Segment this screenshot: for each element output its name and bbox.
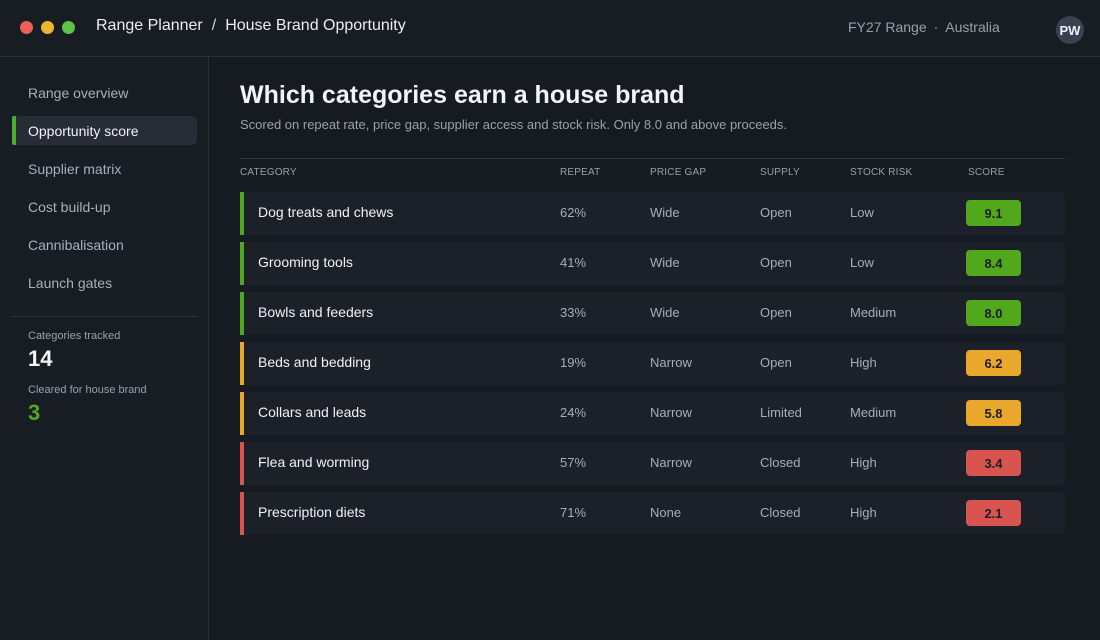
- score-badge: 8.4: [966, 250, 1021, 276]
- price-gap-cell: Wide: [650, 305, 680, 320]
- sidebar-item-range-overview[interactable]: Range overview: [28, 84, 129, 101]
- avatar[interactable]: PW: [1056, 16, 1084, 44]
- table-divider: [240, 158, 1065, 159]
- category-table: Dog treats and chews 62% Wide Open Low 9.1 Gro…: [240, 192, 1065, 542]
- page-title: Which categories earn a house brand: [240, 81, 685, 109]
- category-cell: Bowls and feeders: [258, 304, 374, 320]
- table-row[interactable]: Prescription diets 71% None Closed High 2.1: [240, 492, 1065, 535]
- maximize-window-button[interactable]: [62, 21, 75, 34]
- stock-risk-cell: Medium: [850, 305, 897, 320]
- row-status-bar: [240, 192, 244, 235]
- cleared-label: Cleared for house brand: [28, 384, 147, 396]
- price-gap-cell: Wide: [650, 255, 680, 270]
- score-badge: 8.0: [966, 300, 1021, 326]
- categories-tracked-value: 14: [28, 346, 53, 371]
- range-label[interactable]: FY27 Range: [848, 19, 927, 35]
- supply-cell: Open: [760, 255, 792, 270]
- supply-cell: Open: [760, 355, 792, 370]
- row-status-bar: [240, 342, 244, 385]
- score-badge: 9.1: [966, 200, 1021, 226]
- sidebar-item-opportunity-score[interactable]: Opportunity score: [12, 116, 197, 145]
- score-badge: 3.4: [966, 450, 1021, 476]
- column-header-stock-risk[interactable]: STOCK RISK: [850, 167, 913, 178]
- supply-cell: Open: [760, 305, 792, 320]
- breadcrumb: Range Planner / House Brand Opportunity: [96, 17, 406, 35]
- range-context: FY27 Range · Australia: [848, 19, 1000, 35]
- cleared-value: 3: [28, 400, 41, 425]
- price-gap-cell: Wide: [650, 205, 680, 220]
- row-status-bar: [240, 442, 244, 485]
- row-status-bar: [240, 392, 244, 435]
- price-gap-cell: Narrow: [650, 405, 692, 420]
- sidebar-item-cannibalisation[interactable]: Cannibalisation: [28, 236, 124, 253]
- stock-risk-cell: Low: [850, 255, 874, 270]
- repeat-cell: 19%: [560, 355, 587, 370]
- row-status-bar: [240, 492, 244, 535]
- title-bar: Range Planner / House Brand Opportunity …: [0, 0, 1100, 57]
- category-cell: Flea and worming: [258, 454, 370, 470]
- stock-risk-cell: High: [850, 505, 877, 520]
- repeat-cell: 41%: [560, 255, 587, 270]
- table-row[interactable]: Flea and worming 57% Narrow Closed High 3.4: [240, 442, 1065, 485]
- column-header-supply[interactable]: SUPPLY: [760, 167, 800, 178]
- repeat-cell: 33%: [560, 305, 587, 320]
- price-gap-cell: Narrow: [650, 355, 692, 370]
- categories-tracked-label: Categories tracked: [28, 330, 121, 342]
- sidebar-item-supplier-matrix[interactable]: Supplier matrix: [28, 160, 122, 177]
- table-row[interactable]: Grooming tools 41% Wide Open Low 8.4: [240, 242, 1065, 285]
- repeat-cell: 62%: [560, 205, 587, 220]
- window-controls: [20, 21, 75, 34]
- category-cell: Dog treats and chews: [258, 204, 394, 220]
- stock-risk-cell: High: [850, 355, 877, 370]
- table-row[interactable]: Beds and bedding 19% Narrow Open High 6.2: [240, 342, 1065, 385]
- score-badge: 5.8: [966, 400, 1021, 426]
- sidebar-nav: Range overview Opportunity score Supplie…: [12, 78, 197, 306]
- repeat-cell: 57%: [560, 455, 587, 470]
- category-cell: Prescription diets: [258, 504, 366, 520]
- stock-risk-cell: Low: [850, 205, 874, 220]
- supply-cell: Closed: [760, 455, 801, 470]
- supply-cell: Limited: [760, 405, 802, 420]
- row-status-bar: [240, 242, 244, 285]
- price-gap-cell: None: [650, 505, 682, 520]
- price-gap-cell: Narrow: [650, 455, 692, 470]
- breadcrumb-item-current: House Brand Opportunity: [225, 17, 406, 34]
- minimize-window-button[interactable]: [41, 21, 54, 34]
- column-header-score[interactable]: SCORE: [968, 167, 1005, 178]
- row-status-bar: [240, 292, 244, 335]
- main-panel: Which categories earn a house brand Scor…: [210, 57, 1100, 640]
- supply-cell: Open: [760, 205, 792, 220]
- table-row[interactable]: Collars and leads 24% Narrow Limited Medium 5…: [240, 392, 1065, 435]
- category-cell: Beds and bedding: [258, 354, 371, 370]
- sidebar: Range overview Opportunity score Supplie…: [0, 57, 209, 640]
- stock-risk-cell: High: [850, 455, 877, 470]
- category-cell: Grooming tools: [258, 254, 353, 270]
- repeat-cell: 24%: [560, 405, 587, 420]
- score-badge: 2.1: [966, 500, 1021, 526]
- sidebar-item-launch-gates[interactable]: Launch gates: [28, 274, 113, 291]
- score-badge: 6.2: [966, 350, 1021, 376]
- meta-separator: ·: [933, 19, 939, 35]
- stock-risk-cell: Medium: [850, 405, 897, 420]
- table-header: CATEGORY REPEAT PRICE GAP SUPPLY STOCK R…: [240, 167, 1065, 181]
- repeat-cell: 71%: [560, 505, 587, 520]
- table-row[interactable]: Bowls and feeders 33% Wide Open Medium 8.0: [240, 292, 1065, 335]
- sidebar-divider: [12, 316, 197, 317]
- close-window-button[interactable]: [20, 21, 33, 34]
- region-label[interactable]: Australia: [945, 19, 1000, 35]
- sidebar-item-cost-build-up[interactable]: Cost build-up: [28, 198, 111, 215]
- column-header-category[interactable]: CATEGORY: [240, 167, 297, 178]
- page-subtitle: Scored on repeat rate, price gap, suppli…: [240, 117, 788, 132]
- breadcrumb-separator: /: [211, 17, 217, 34]
- supply-cell: Closed: [760, 505, 801, 520]
- breadcrumb-item-range-planner[interactable]: Range Planner: [96, 17, 203, 34]
- category-cell: Collars and leads: [258, 404, 367, 420]
- column-header-repeat[interactable]: REPEAT: [560, 167, 601, 178]
- table-row[interactable]: Dog treats and chews 62% Wide Open Low 9.1: [240, 192, 1065, 235]
- column-header-price-gap[interactable]: PRICE GAP: [650, 167, 707, 178]
